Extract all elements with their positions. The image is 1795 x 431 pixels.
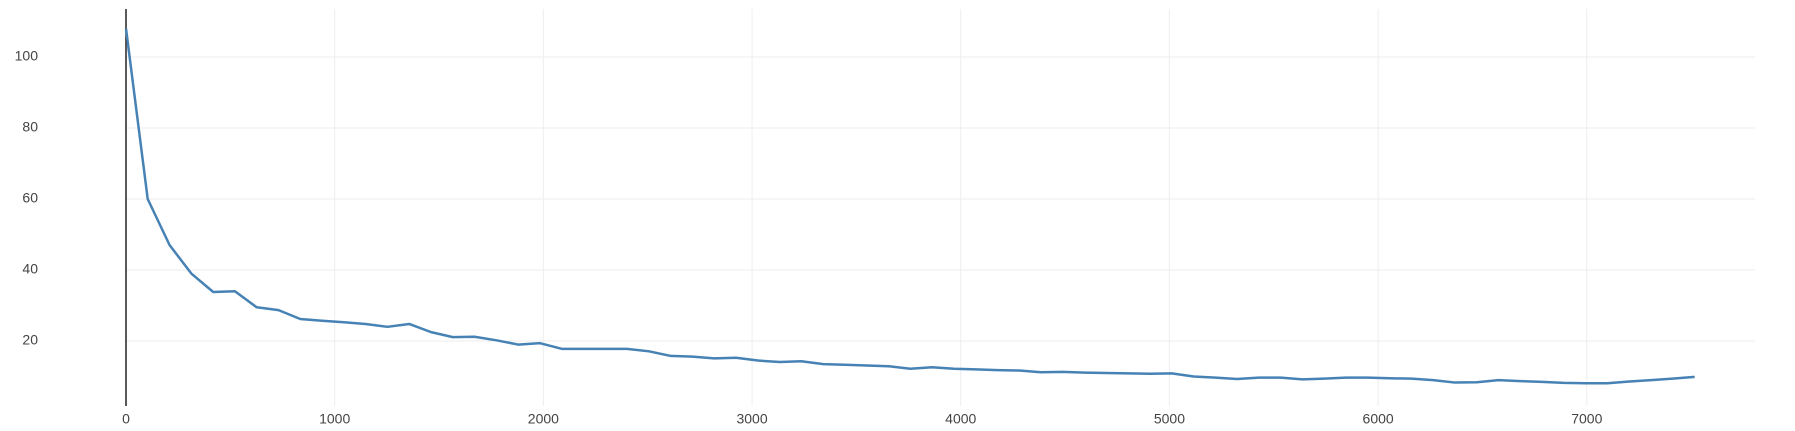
x-tick-label: 7000 <box>1571 411 1602 427</box>
y-tick-label: 60 <box>22 190 38 206</box>
x-tick-label: 5000 <box>1154 411 1185 427</box>
data-line <box>124 28 1695 385</box>
x-tick-label: 4000 <box>945 411 976 427</box>
x-tick-label: 6000 <box>1363 411 1394 427</box>
x-tick-label: 0 <box>122 411 130 427</box>
x-tick-label: 3000 <box>736 411 767 427</box>
x-tick-label: 1000 <box>319 411 350 427</box>
y-tick-label: 40 <box>22 261 38 277</box>
y-tick-label: 80 <box>22 119 38 135</box>
x-tick-label: 2000 <box>528 411 559 427</box>
y-tick-label: 100 <box>15 48 39 64</box>
y-tick-label: 20 <box>22 332 38 348</box>
